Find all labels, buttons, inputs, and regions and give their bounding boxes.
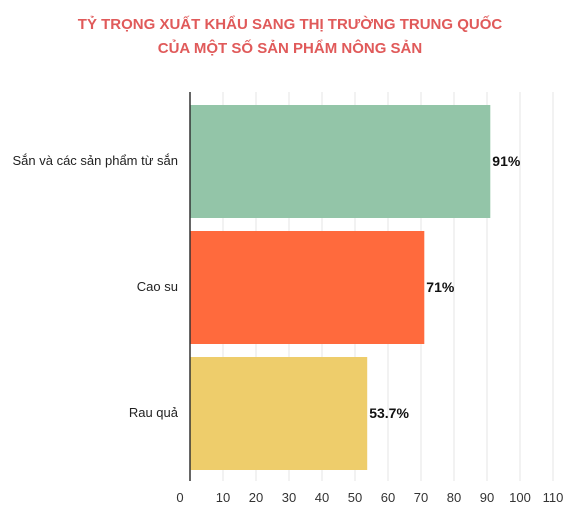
value-label-1: 91% <box>492 153 521 169</box>
category-label-2: Cao su <box>137 279 178 294</box>
bar-layer <box>190 105 491 470</box>
value-label-2: 71% <box>426 279 455 295</box>
category-label-1: Sắn và các sản phẩm từ sắn <box>12 153 178 168</box>
x-tick-label-40: 40 <box>315 490 329 505</box>
x-tick-label-0: 0 <box>176 490 183 505</box>
x-tick-label-10: 10 <box>216 490 230 505</box>
x-tick-label-20: 20 <box>249 490 263 505</box>
x-tick-label-110: 110 <box>543 490 564 505</box>
bar-1 <box>190 105 491 218</box>
label-layer: 0 10 20 30 40 50 60 70 80 90 100 110 Sắn và các sản … <box>12 153 563 505</box>
x-tick-label-70: 70 <box>414 490 428 505</box>
value-label-3: 53.7% <box>369 405 409 421</box>
bar-3 <box>190 357 368 470</box>
category-label-3: Rau quả <box>129 405 179 420</box>
bar-2 <box>190 231 425 344</box>
chart-subtitle: CỦA MỘT SỐ SẢN PHẨM NÔNG SẢN <box>158 39 422 57</box>
x-tick-label-80: 80 <box>447 490 461 505</box>
x-tick-label-90: 90 <box>480 490 494 505</box>
x-tick-label-60: 60 <box>381 490 395 505</box>
x-tick-label-100: 100 <box>509 490 531 505</box>
chart-title: TỶ TRỌNG XUẤT KHẨU SANG THỊ TRƯỜNG TRUNG… <box>78 15 503 33</box>
x-tick-label-30: 30 <box>282 490 296 505</box>
x-tick-label-50: 50 <box>348 490 362 505</box>
